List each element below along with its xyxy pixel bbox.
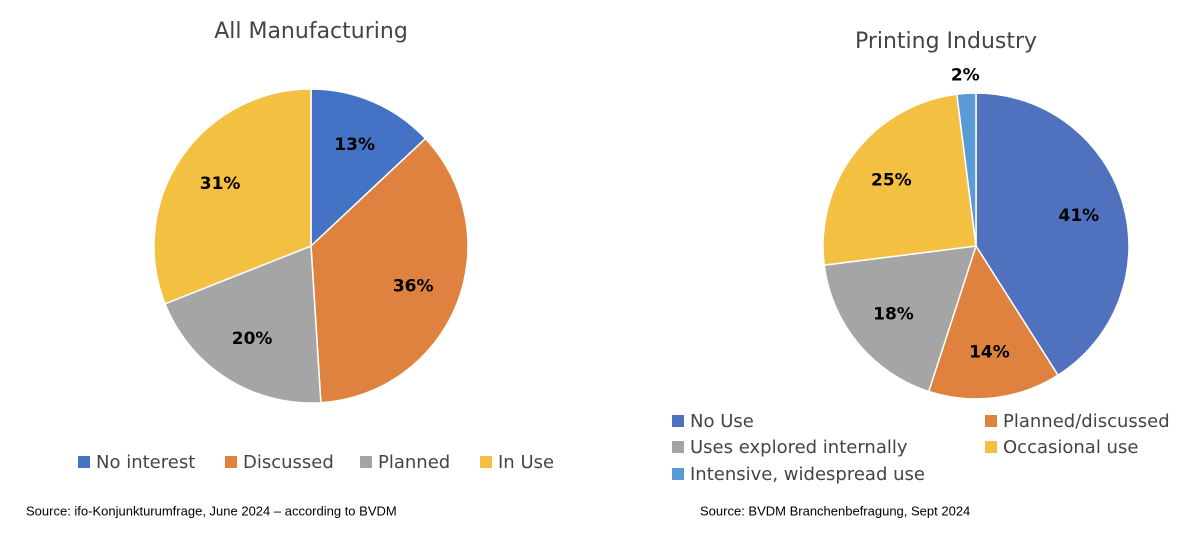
data-label: 18% [873, 304, 914, 324]
legend-label: No interest [96, 452, 195, 473]
pie-slice [975, 92, 1130, 377]
legend-label: Occasional use [1003, 437, 1138, 458]
pie-slice [310, 88, 427, 248]
legend-label: Uses explored internally [690, 437, 908, 458]
chart-title: Printing Industry [855, 29, 1037, 54]
data-label: 31% [200, 174, 241, 194]
data-label: 25% [871, 170, 912, 190]
pie-slice [153, 88, 312, 305]
data-label: 2% [951, 65, 980, 85]
legend-label: In Use [498, 452, 554, 473]
legend-swatch [672, 441, 684, 453]
legend-swatch [672, 415, 684, 427]
legend-swatch [985, 441, 997, 453]
pie-slice [823, 245, 978, 393]
source: Source: ifo-Konjunkturumfrage, June 2024… [26, 503, 397, 518]
legend-label: No Use [690, 411, 754, 432]
data-label: 36% [393, 276, 434, 296]
legend-swatch [78, 456, 90, 468]
pie-slice [822, 93, 977, 267]
pie-slice [955, 92, 977, 247]
source: Source: BVDM Branchenbefragung, Sept 202… [700, 503, 970, 518]
legend-swatch [480, 456, 492, 468]
legend-label: Discussed [243, 452, 334, 473]
legend-swatch [985, 415, 997, 427]
data-label: 41% [1058, 206, 1099, 226]
legend-label: Planned/discussed [1003, 411, 1170, 432]
pie-slice [310, 137, 469, 404]
pie-slice [927, 244, 1060, 400]
legend-swatch [360, 456, 372, 468]
legend-swatch [225, 456, 237, 468]
legend-swatch [672, 468, 684, 480]
pie-slice [164, 244, 322, 404]
data-label: 14% [969, 342, 1010, 362]
data-label: 13% [334, 135, 375, 155]
legend-label: Planned [378, 452, 450, 473]
data-label: 20% [232, 329, 273, 349]
chart-title: All Manufacturing [214, 19, 408, 44]
legend-label: Intensive, widespread use [690, 464, 925, 485]
